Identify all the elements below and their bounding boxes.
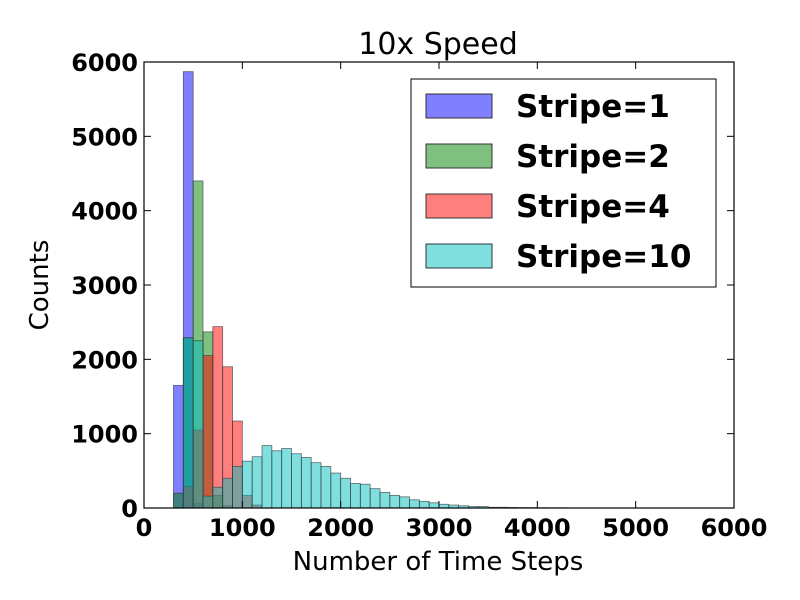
bar-series-3-bin-2 — [202, 355, 214, 509]
bar-series-4-bin-9 — [271, 450, 283, 509]
y-tick-label: 5000 — [71, 123, 138, 151]
bar-series-4-bin-2 — [202, 495, 214, 509]
bar-series-4-bin-11 — [291, 453, 302, 509]
legend-label-1: Stripe=1 — [516, 89, 670, 125]
bar-series-4-bin-5 — [232, 465, 243, 509]
x-tick-label: 3000 — [406, 514, 473, 542]
x-tick-label: 5000 — [602, 514, 669, 542]
legend-swatch-3 — [425, 193, 493, 219]
legend-swatch-2 — [425, 143, 493, 169]
bar-series-1-bin-0 — [173, 384, 184, 509]
legend-swatch-4 — [425, 243, 493, 269]
legend-label-2: Stripe=2 — [516, 139, 670, 175]
bar-series-4-bin-7 — [251, 456, 263, 509]
bar-series-4-bin-10 — [281, 448, 292, 509]
bar-series-4-bin-24 — [418, 500, 430, 509]
bar-series-4-bin-19 — [369, 488, 381, 509]
y-axis-label: Counts — [25, 240, 55, 331]
bar-series-4-bin-15 — [330, 472, 342, 509]
legend-label-3: Stripe=4 — [516, 189, 670, 225]
bar-series-4-bin-21 — [389, 494, 401, 509]
y-tick-label: 2000 — [71, 346, 138, 374]
chart-title: 10x Speed — [358, 27, 518, 62]
bar-series-4-bin-3 — [212, 486, 224, 509]
legend-label-4: Stripe=10 — [516, 239, 691, 275]
y-tick-label: 4000 — [71, 198, 138, 226]
bar-series-4-bin-4 — [222, 477, 233, 509]
y-tick-label: 0 — [121, 495, 138, 523]
bar-series-4-bin-0 — [182, 337, 194, 509]
bar-series-4-bin-1 — [192, 340, 204, 509]
bar-series-4-bin-23 — [409, 499, 420, 509]
x-tick-label: 6000 — [701, 514, 768, 542]
bar-series-4-bin-16 — [340, 477, 351, 509]
bars-layer — [173, 71, 715, 509]
x-tick-label: 0 — [136, 514, 153, 542]
bar-series-2-bin-0 — [173, 492, 184, 509]
bar-series-4-bin-18 — [359, 483, 371, 509]
bar-series-4-bin-17 — [350, 483, 361, 509]
x-tick-label: 2000 — [307, 514, 374, 542]
legend-swatch-1 — [425, 93, 493, 119]
series-4 — [182, 337, 715, 509]
bar-series-4-bin-12 — [300, 457, 312, 509]
bar-series-3-bin-3 — [212, 326, 224, 509]
x-tick-label: 1000 — [209, 514, 276, 542]
ticks-layer: 0 1000 2000 3000 4000 5000 6000 0 1000 2000 3000 40… — [71, 49, 767, 542]
bar-series-4-bin-14 — [320, 465, 332, 509]
y-tick-label: 1000 — [71, 421, 138, 449]
bar-series-4-bin-6 — [241, 460, 253, 509]
x-tick-label: 4000 — [504, 514, 571, 542]
y-tick-label: 6000 — [71, 49, 138, 77]
legend: Stripe=1 Stripe=2 Stripe=4 Stripe=10 — [410, 78, 717, 288]
y-tick-label: 3000 — [71, 272, 138, 300]
bar-series-4-bin-25 — [428, 502, 440, 509]
bar-series-4-bin-13 — [310, 462, 322, 509]
bar-series-4-bin-20 — [379, 491, 391, 509]
bar-series-4-bin-8 — [261, 445, 273, 509]
bar-series-4-bin-22 — [399, 496, 410, 509]
x-axis-label: Number of Time Steps — [293, 547, 584, 577]
